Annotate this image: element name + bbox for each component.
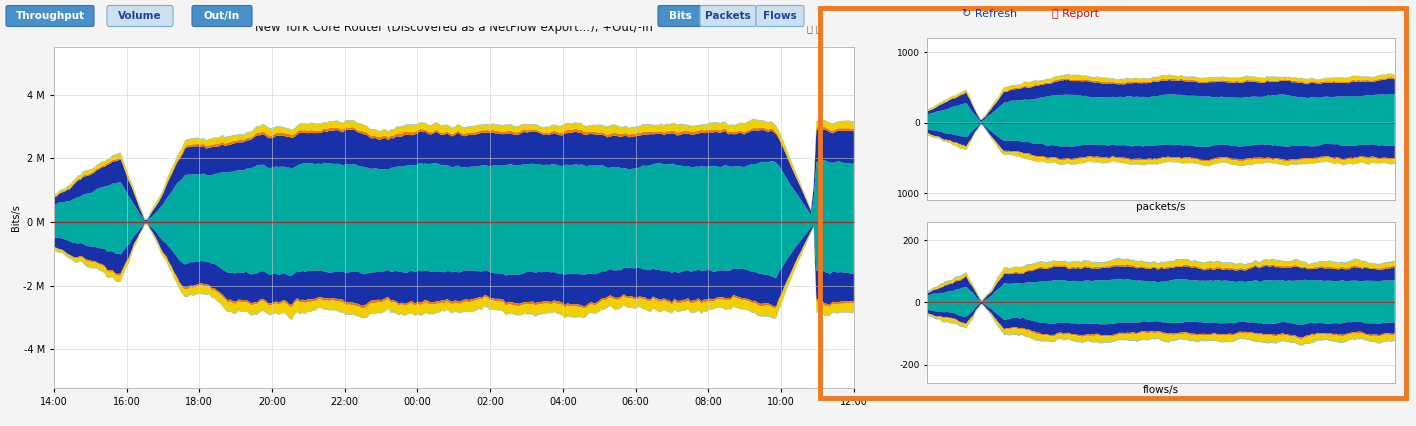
FancyBboxPatch shape bbox=[0, 0, 1416, 26]
Text: Volume: Volume bbox=[118, 11, 161, 21]
Y-axis label: Bits/s: Bits/s bbox=[11, 204, 21, 231]
Text: Bits: Bits bbox=[668, 11, 691, 21]
FancyBboxPatch shape bbox=[193, 6, 252, 26]
Text: New York Core Router (Discovered as a NetFlow export...), +Out/-In: New York Core Router (Discovered as a Ne… bbox=[255, 21, 653, 34]
Text: Flows: Flows bbox=[763, 11, 797, 21]
Text: Packets: Packets bbox=[705, 11, 750, 21]
X-axis label: packets/s: packets/s bbox=[1137, 201, 1185, 212]
FancyBboxPatch shape bbox=[108, 6, 173, 26]
Text: Out/In: Out/In bbox=[204, 11, 241, 21]
FancyBboxPatch shape bbox=[756, 6, 804, 26]
FancyBboxPatch shape bbox=[658, 6, 702, 26]
Text: 🔍 📊: 🔍 📊 bbox=[807, 23, 821, 33]
Text: 🗎 Report: 🗎 Report bbox=[1052, 9, 1099, 19]
Text: Throughput: Throughput bbox=[16, 11, 85, 21]
FancyBboxPatch shape bbox=[700, 6, 756, 26]
Text: ↻ Refresh: ↻ Refresh bbox=[963, 9, 1018, 19]
FancyBboxPatch shape bbox=[6, 6, 93, 26]
X-axis label: flows/s: flows/s bbox=[1143, 385, 1180, 395]
